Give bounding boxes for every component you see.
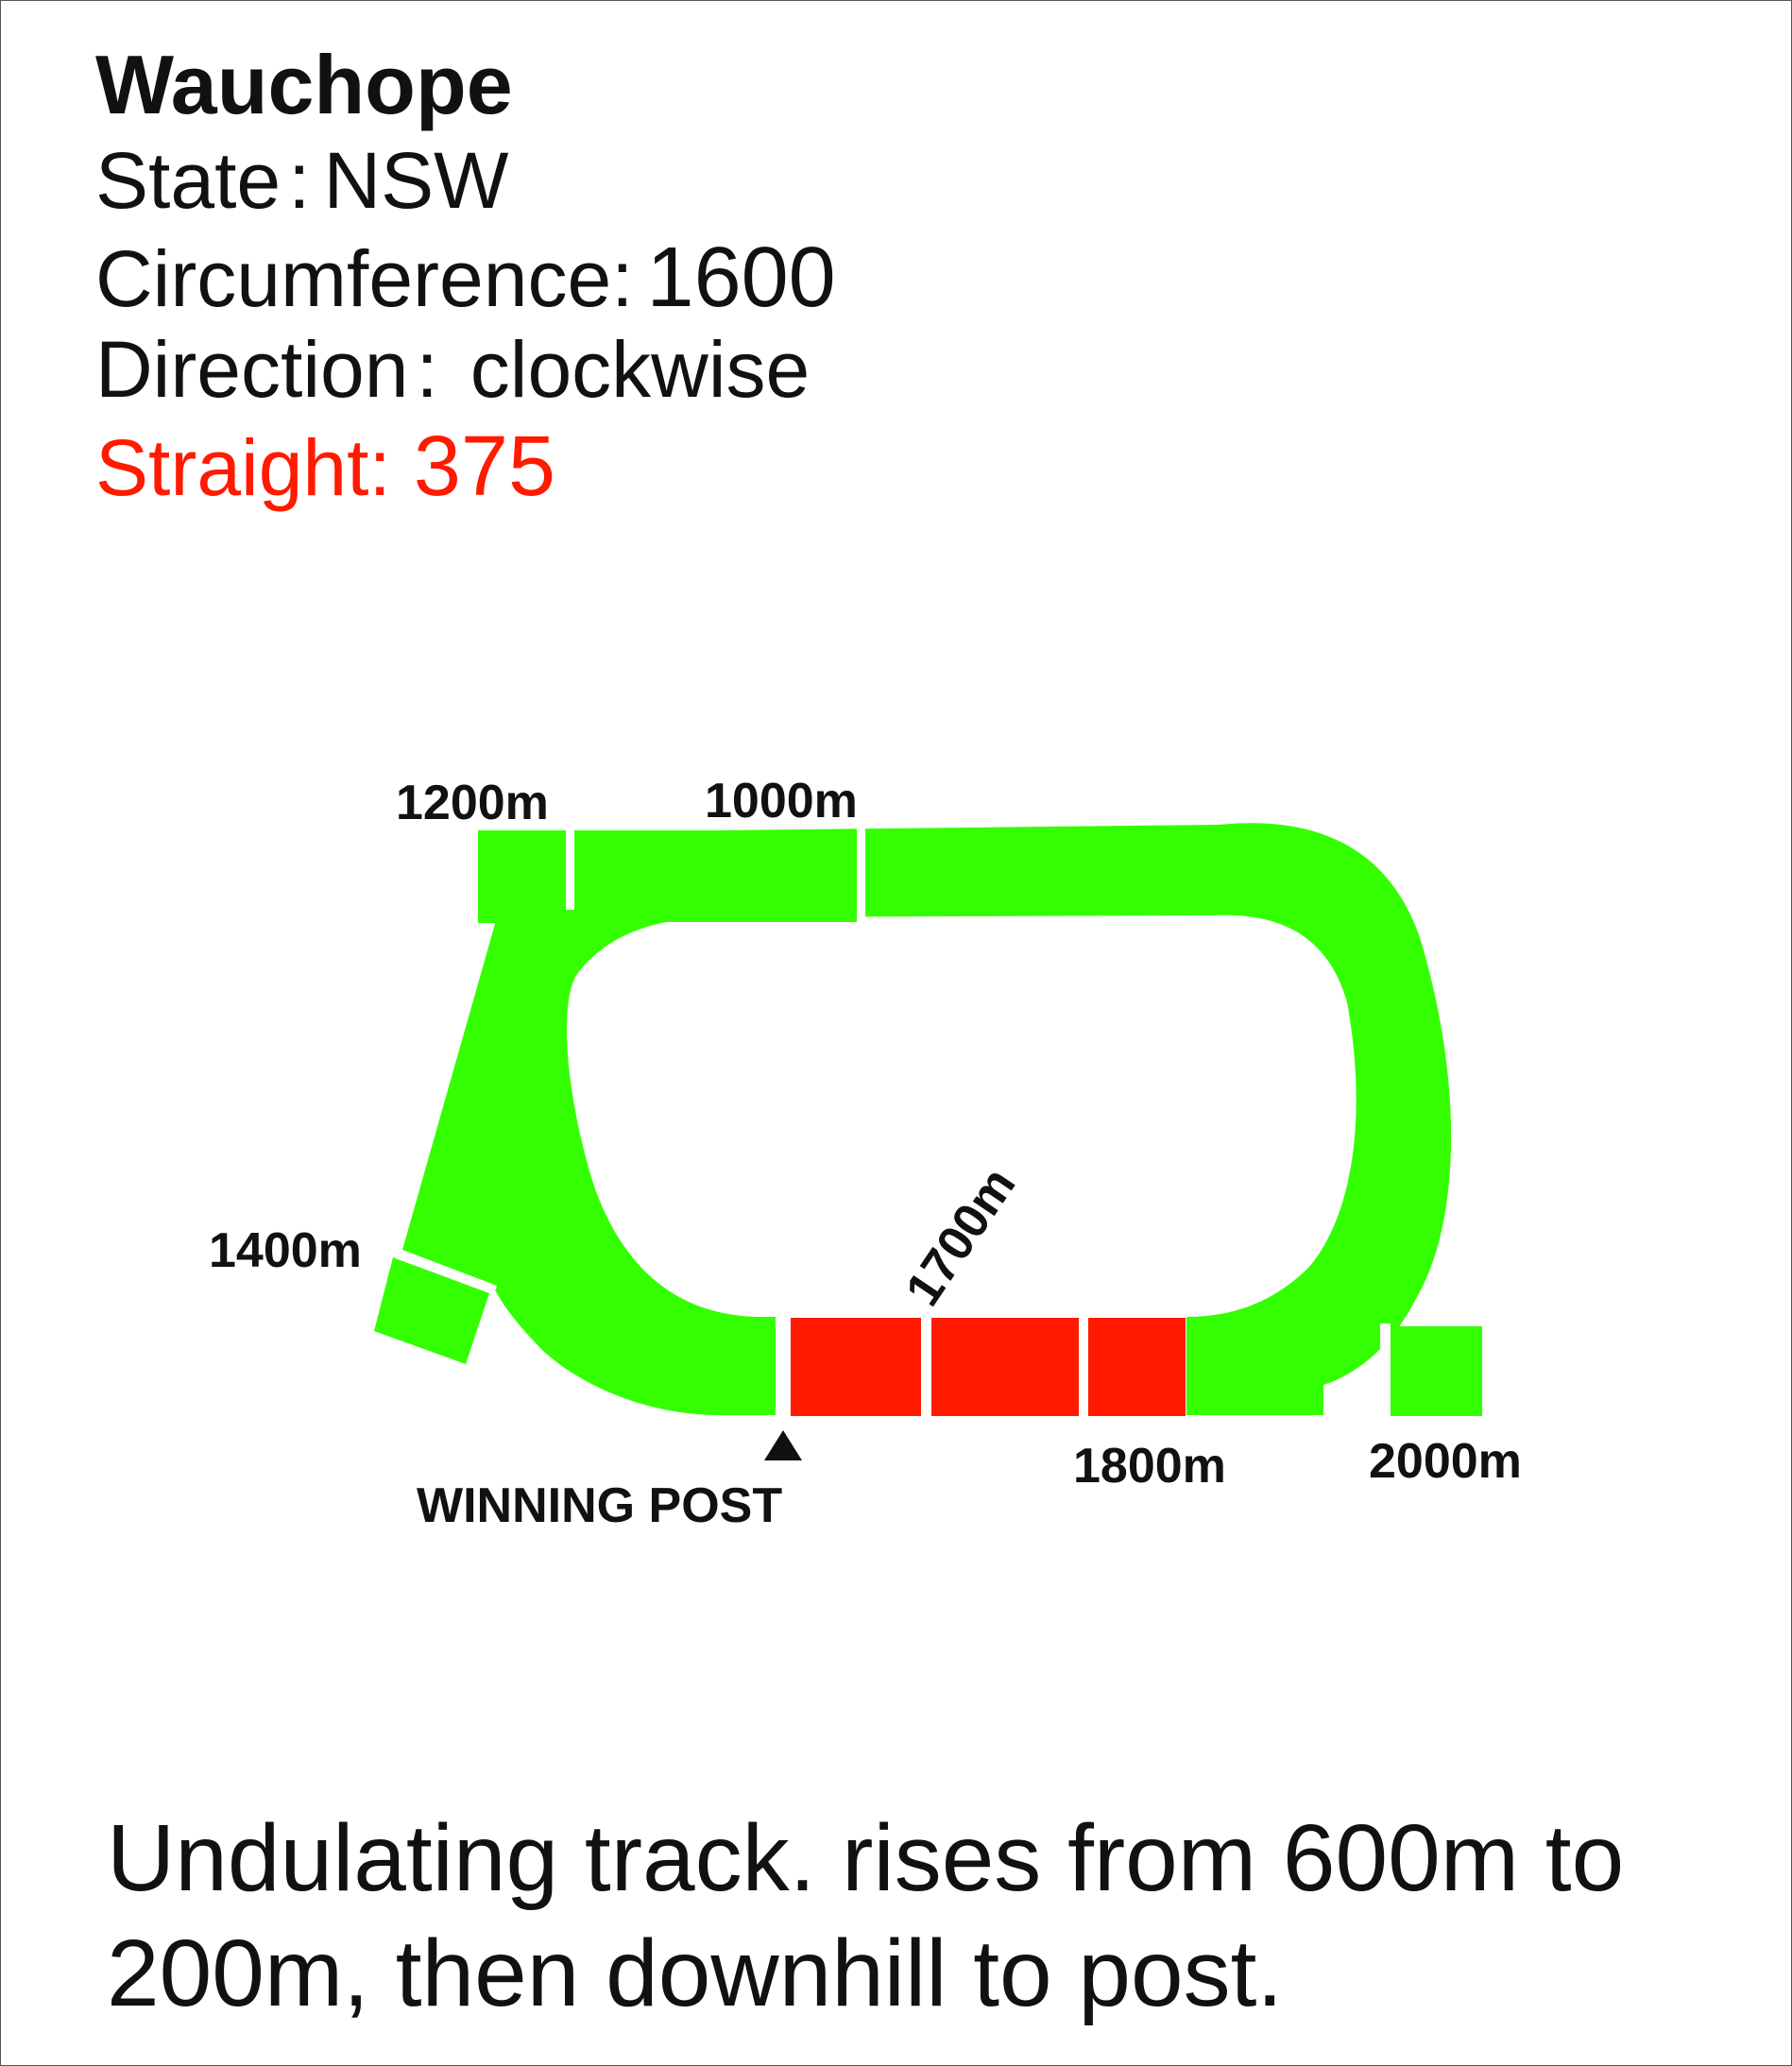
- track-gaps: [395, 828, 1391, 1418]
- label-1800m: 1800m: [1073, 1439, 1226, 1494]
- home-straight: [791, 1318, 1186, 1416]
- gap-1000: [857, 828, 865, 923]
- direction-separator: :: [416, 325, 438, 414]
- straight-label: Straight: [95, 423, 369, 512]
- circumference-separator: :: [611, 234, 634, 323]
- label-1400m: 1400m: [209, 1223, 362, 1278]
- gap-1200: [566, 828, 574, 910]
- circumference-value: 1600: [646, 231, 836, 325]
- direction-label: Direction: [95, 325, 409, 414]
- gap-post: [776, 1314, 791, 1418]
- straight-segment-1: [791, 1318, 921, 1416]
- gap-2000-a: [1380, 1323, 1391, 1418]
- direction-value: clockwise: [469, 325, 811, 414]
- track-chute-2000: [1391, 1326, 1482, 1416]
- straight-segment-3: [1088, 1318, 1186, 1416]
- straight-segment-2: [931, 1318, 1079, 1416]
- state-separator: :: [288, 136, 311, 225]
- winning-post-label: WINNING POST: [417, 1478, 782, 1533]
- track-green-sections: [374, 823, 1482, 1416]
- state-value: NSW: [323, 136, 509, 225]
- track-section-top: [573, 830, 857, 922]
- direction-row: Direction: clockwise: [95, 330, 810, 409]
- label-1700m: 1700m: [896, 1158, 1027, 1316]
- track-chute-1200: [478, 830, 568, 923]
- circumference-row: Circumference: 1600: [95, 235, 836, 320]
- winning-post-marker: [764, 1430, 802, 1460]
- circumference-label: Circumference: [95, 234, 612, 323]
- label-2000m: 2000m: [1369, 1434, 1522, 1489]
- state-label: State: [95, 136, 282, 225]
- label-1000m: 1000m: [705, 774, 858, 828]
- track-notes: Undulating track. rises from 600m to 200…: [107, 1805, 1625, 2026]
- track-chute-1400: [374, 1257, 489, 1364]
- straight-separator: :: [368, 423, 391, 512]
- straight-value: 375: [413, 419, 556, 514]
- straight-row: Straight: 375: [95, 424, 555, 509]
- gap-1400: [395, 1250, 497, 1294]
- course-name: Wauchope: [95, 38, 513, 131]
- label-1200m: 1200m: [396, 776, 549, 830]
- state-row: State: NSW: [95, 141, 508, 220]
- track-oval: [402, 823, 1452, 1415]
